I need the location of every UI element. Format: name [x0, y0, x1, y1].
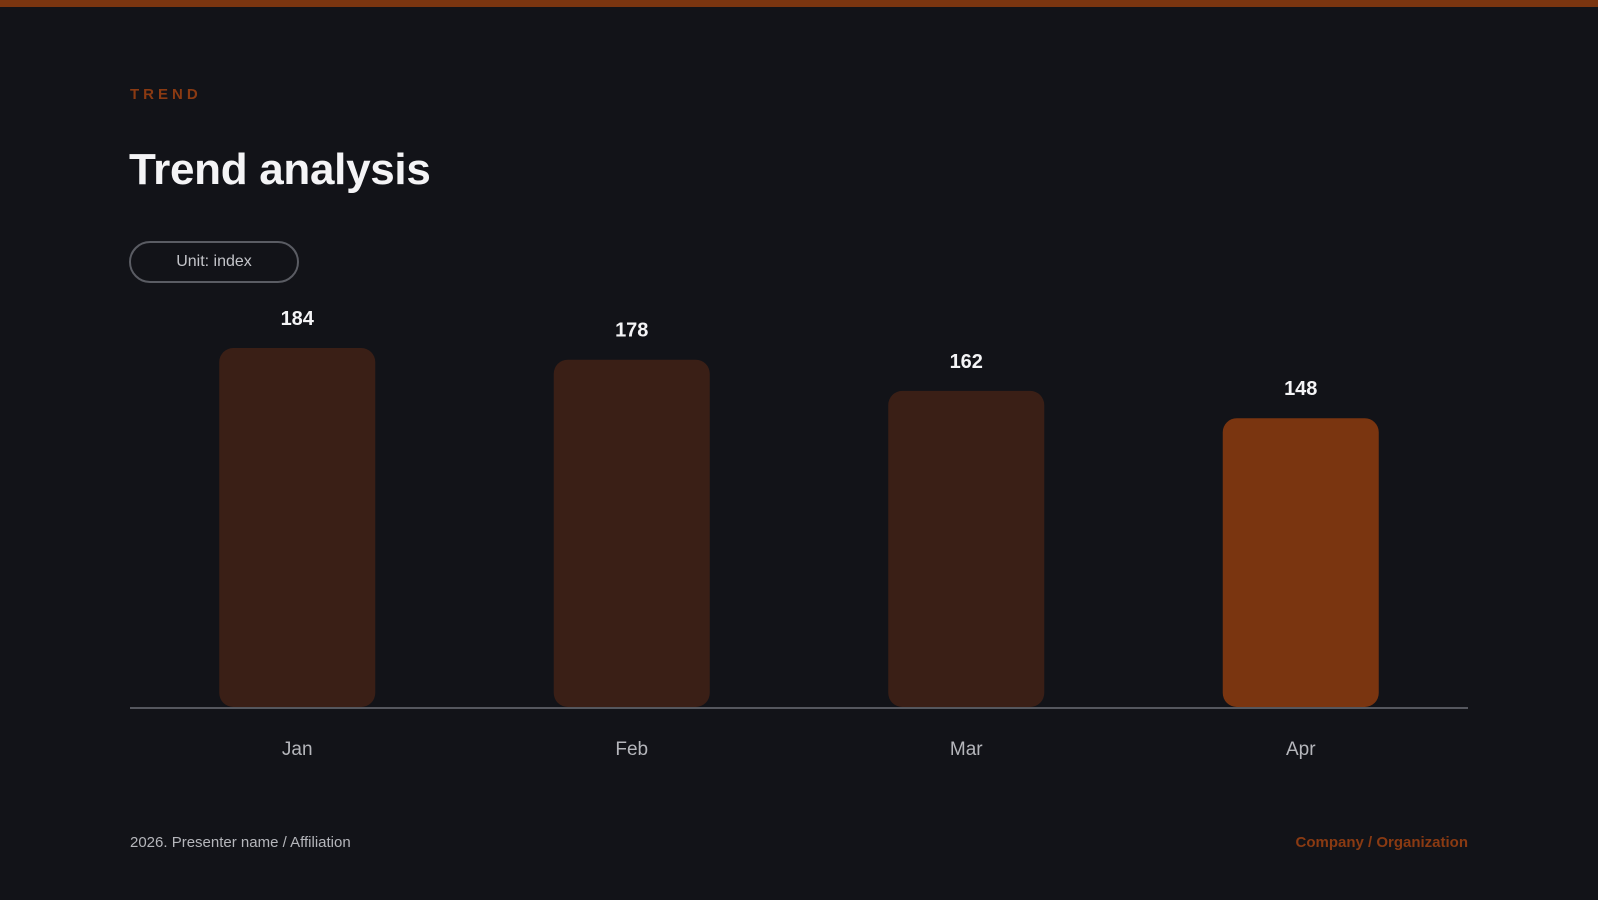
footer-presenter: 2026. Presenter name / Affiliation [130, 834, 351, 851]
data-label-mar: 162 [950, 351, 983, 373]
data-label-feb: 178 [615, 320, 648, 342]
footer-organization: Company / Organization [1295, 834, 1468, 851]
section-eyebrow: TREND [130, 86, 202, 103]
accent-top-bar [0, 0, 1598, 7]
data-label-apr: 148 [1284, 378, 1317, 400]
bar-apr [1222, 418, 1379, 707]
data-label-jan: 184 [281, 308, 315, 330]
bar-mar [888, 390, 1045, 707]
tick-label-jan: Jan [282, 739, 313, 760]
tick-label-apr: Apr [1286, 739, 1316, 760]
unit-badge-label: Unit: index [176, 253, 252, 270]
tick-label-mar: Mar [950, 739, 983, 760]
bar-feb [553, 359, 710, 707]
unit-badge: Unit: index [129, 241, 299, 283]
bar-jan [219, 348, 376, 707]
page-title: Trend analysis [129, 145, 431, 194]
tick-label-feb: Feb [615, 739, 648, 760]
